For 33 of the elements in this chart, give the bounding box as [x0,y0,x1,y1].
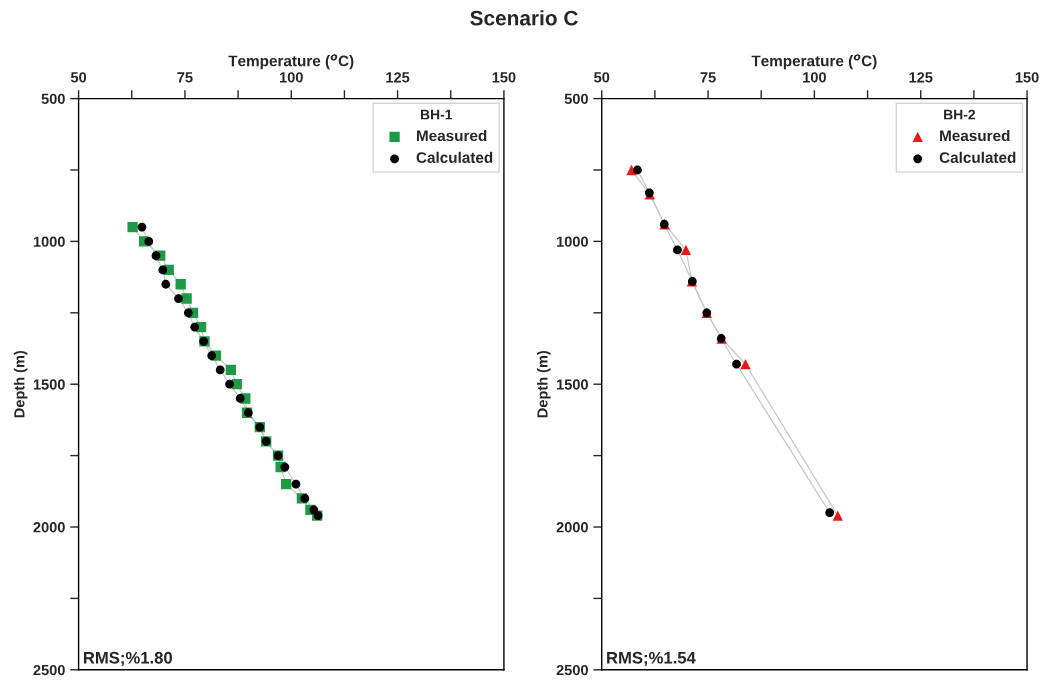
legend-label: Calculated [939,151,1016,163]
x-tick-label: 100 [280,72,303,83]
x-tick-label: 50 [70,72,87,83]
y-tick-label: 500 [564,93,588,105]
legend-label: Measured [940,129,1010,142]
y-tick-label: 1500 [33,379,65,390]
legend-title: BH-1 [420,109,453,120]
y-tick-label: 1500 [557,379,588,390]
legend-label: Calculated [416,151,493,163]
y-tick-label: 1000 [557,236,588,247]
x-tick-label: 125 [909,72,933,83]
chart-title: Scenario C [470,10,578,26]
x-tick-label: 75 [177,72,193,83]
x-tick-label: 150 [492,72,516,83]
legend-title: BH-2 [944,109,976,120]
x-axis-title: Temperature ($^{o}$C) [228,54,354,70]
y-tick-label: 2500 [556,664,588,676]
y-tick-label: 2500 [33,664,65,676]
x-tick-label: 100 [803,72,826,83]
legend-label: Measured [416,129,487,142]
y-tick-label: 500 [41,93,65,105]
annotation: RMS;%1.80 [83,651,173,667]
x-tick-label: 150 [1015,72,1039,83]
y-axis-title: Depth (m) [536,350,551,418]
x-tick-label: 125 [386,72,410,83]
x-axis-title: Temperature ($^{o}$C) [751,54,877,70]
y-tick-label: 2000 [556,522,588,533]
x-tick-label: 50 [594,72,610,83]
y-tick-label: 2000 [33,522,65,533]
x-tick-label: 75 [700,72,716,83]
y-tick-label: 1000 [33,236,65,247]
annotation: RMS;%1.54 [607,651,696,667]
y-axis-title: Depth (m) [13,350,28,418]
